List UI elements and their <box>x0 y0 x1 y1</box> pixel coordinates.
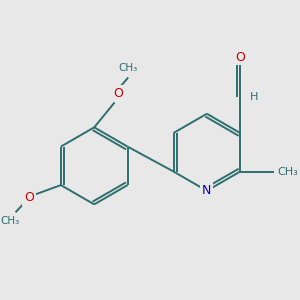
Text: O: O <box>24 191 34 204</box>
Text: N: N <box>202 184 212 197</box>
Text: O: O <box>113 87 123 100</box>
Text: O: O <box>235 51 245 64</box>
Text: CH₃: CH₃ <box>118 63 138 74</box>
Text: H: H <box>250 92 258 102</box>
Text: CH₃: CH₃ <box>278 167 298 176</box>
Text: CH₃: CH₃ <box>0 216 20 226</box>
